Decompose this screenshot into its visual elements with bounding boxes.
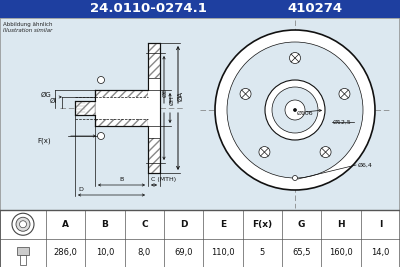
Circle shape bbox=[339, 88, 350, 99]
Text: 410274: 410274 bbox=[288, 2, 342, 15]
Circle shape bbox=[98, 77, 104, 84]
Text: H: H bbox=[337, 220, 345, 229]
Circle shape bbox=[265, 80, 325, 140]
Circle shape bbox=[290, 53, 300, 64]
Bar bbox=[148, 78, 160, 138]
Circle shape bbox=[227, 42, 363, 178]
Text: 69,0: 69,0 bbox=[174, 248, 193, 257]
Text: 110,0: 110,0 bbox=[211, 248, 235, 257]
Circle shape bbox=[215, 30, 375, 190]
Text: ØG: ØG bbox=[41, 92, 52, 98]
Circle shape bbox=[16, 217, 30, 231]
Circle shape bbox=[259, 147, 270, 158]
Text: Ø6,4: Ø6,4 bbox=[358, 163, 373, 167]
Text: G: G bbox=[298, 220, 305, 229]
Circle shape bbox=[285, 100, 305, 120]
Text: 5: 5 bbox=[260, 248, 265, 257]
Bar bbox=[0, 210, 400, 267]
Text: A: A bbox=[62, 220, 69, 229]
Text: Abbildung ähnlich: Abbildung ähnlich bbox=[3, 22, 52, 27]
Text: 14,0: 14,0 bbox=[371, 248, 390, 257]
Bar bbox=[0, 18, 400, 210]
Bar bbox=[148, 43, 160, 173]
Bar bbox=[20, 255, 26, 265]
Bar bbox=[75, 101, 95, 115]
Text: C: C bbox=[141, 220, 148, 229]
Text: Ate: Ate bbox=[258, 121, 322, 168]
Circle shape bbox=[20, 221, 26, 228]
Text: B: B bbox=[102, 220, 108, 229]
Text: 160,0: 160,0 bbox=[329, 248, 353, 257]
Text: C (MTH): C (MTH) bbox=[151, 177, 176, 182]
Text: 286,0: 286,0 bbox=[54, 248, 78, 257]
Text: F(x): F(x) bbox=[252, 220, 272, 229]
Text: ØE: ØE bbox=[162, 89, 168, 97]
Text: D: D bbox=[180, 220, 188, 229]
Bar bbox=[0, 0, 400, 18]
Text: 10,0: 10,0 bbox=[96, 248, 114, 257]
Bar bbox=[17, 247, 29, 255]
Text: Illustration similar: Illustration similar bbox=[3, 28, 52, 33]
Bar bbox=[95, 90, 148, 126]
Circle shape bbox=[294, 108, 296, 112]
Text: Ø106: Ø106 bbox=[297, 111, 314, 116]
Text: 65,5: 65,5 bbox=[292, 248, 311, 257]
Text: ØA: ØA bbox=[178, 91, 184, 101]
Bar bbox=[148, 43, 160, 173]
Text: I: I bbox=[379, 220, 382, 229]
Circle shape bbox=[292, 175, 298, 180]
Text: E: E bbox=[220, 220, 226, 229]
Text: Ø12,5: Ø12,5 bbox=[333, 120, 352, 124]
Circle shape bbox=[12, 213, 34, 235]
Bar bbox=[95, 97, 148, 119]
Text: ØH: ØH bbox=[170, 95, 174, 105]
Circle shape bbox=[98, 132, 104, 139]
Text: F(x): F(x) bbox=[37, 137, 51, 143]
Text: ØI: ØI bbox=[50, 98, 57, 104]
Text: 24.0110-0274.1: 24.0110-0274.1 bbox=[90, 2, 206, 15]
Bar bbox=[95, 90, 148, 126]
Text: B: B bbox=[119, 177, 124, 182]
Bar bbox=[75, 101, 95, 115]
Text: 8,0: 8,0 bbox=[138, 248, 151, 257]
Text: D: D bbox=[78, 187, 83, 192]
Circle shape bbox=[240, 88, 251, 99]
Circle shape bbox=[320, 147, 331, 158]
Circle shape bbox=[272, 87, 318, 133]
Bar bbox=[0, 210, 46, 267]
